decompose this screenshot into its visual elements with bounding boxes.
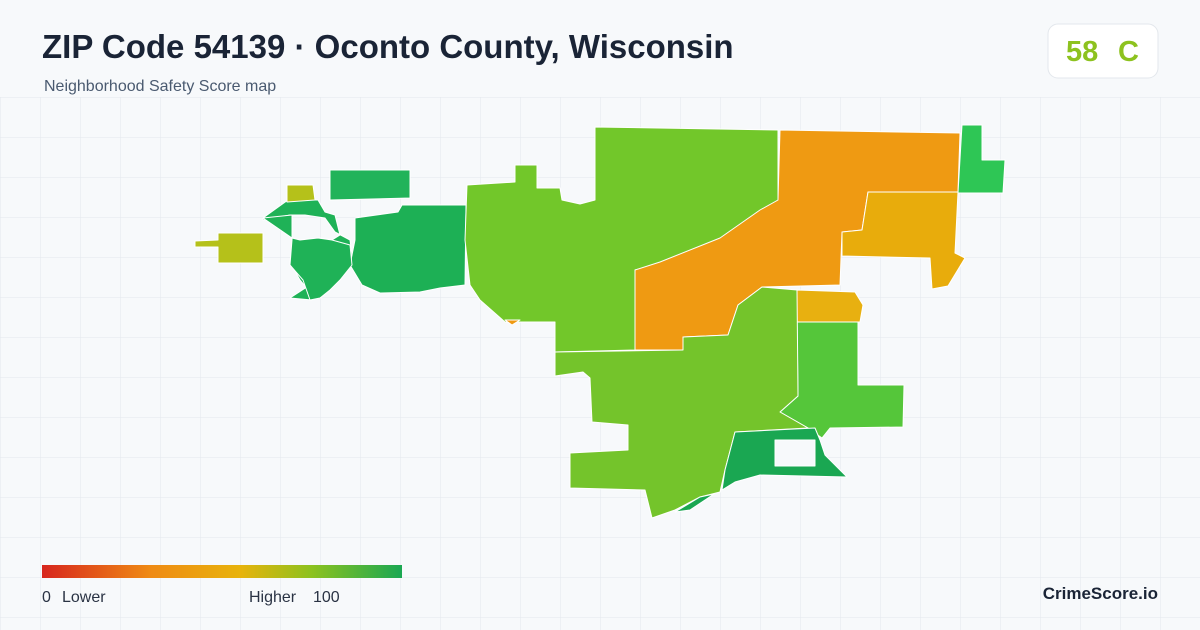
brand: CrimeScore.io (1043, 584, 1158, 603)
score-box (1047, 23, 1159, 79)
region (841, 191, 966, 290)
region (674, 493, 715, 513)
legend-max: 100 (313, 589, 340, 606)
region (504, 319, 521, 326)
score-grade: C (1118, 36, 1139, 68)
map (194, 124, 1006, 519)
region (774, 439, 816, 467)
legend-min: 0 (42, 589, 51, 606)
subtitle: Neighborhood Safety Score map (44, 78, 276, 95)
legend-gradient (42, 565, 402, 578)
region (262, 214, 353, 301)
legend-low: Lower (62, 589, 106, 606)
legend-high: Higher (249, 589, 297, 606)
region (194, 232, 264, 264)
region (286, 184, 316, 203)
region (796, 289, 864, 323)
title: ZIP Code 54139 · Oconto County, Wisconsi… (42, 28, 734, 65)
region (329, 169, 411, 201)
score-value: 58 (1066, 36, 1098, 68)
region (349, 204, 467, 294)
region (957, 124, 1006, 194)
